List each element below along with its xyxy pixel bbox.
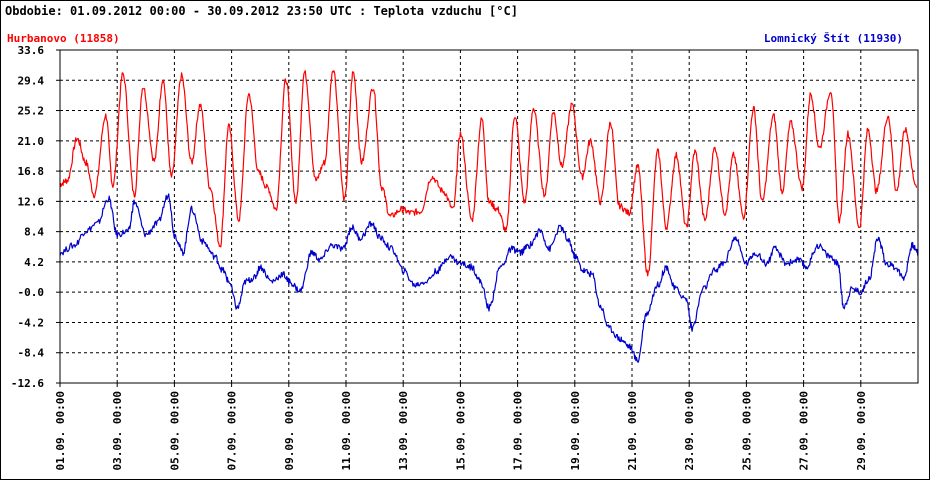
x-tick-label: 03.09. 00:00	[111, 391, 124, 470]
y-axis-labels: 33.6 29.4 25.2 21.0 16.8 12.6 8.4 4.2 -0.0 -4.2 -8…	[11, 44, 44, 390]
plot-area	[60, 50, 918, 383]
x-tick-label: 21.09. 00:00	[626, 391, 639, 470]
y-tick-label: 8.4	[24, 226, 44, 239]
y-tick-label: -12.6	[11, 377, 44, 390]
x-tick-label: 15.09. 00:00	[454, 391, 467, 470]
x-tick-label: 07.09. 00:00	[226, 391, 239, 470]
legend-hurbanovo: Hurbanovo (11858)	[7, 32, 120, 45]
x-tick-label: 11.09. 00:00	[340, 391, 353, 470]
chart-title: Obdobie: 01.09.2012 00:00 - 30.09.2012 2…	[5, 4, 518, 18]
series-layer	[59, 70, 919, 363]
x-tick-label: 13.09. 00:00	[397, 391, 410, 470]
plot-frame	[59, 49, 919, 384]
y-tick-label: 29.4	[18, 74, 45, 87]
y-tick-label: -0.0	[18, 286, 45, 299]
x-tick-label: 09.09. 00:00	[283, 391, 296, 470]
grid-lines	[56, 49, 918, 387]
x-tick-label: 29.09. 00:00	[855, 391, 868, 470]
y-tick-label: 25.2	[18, 105, 45, 118]
x-tick-label: 19.09. 00:00	[569, 391, 582, 470]
y-tick-label: 12.6	[18, 195, 45, 208]
x-tick-label: 01.09. 00:00	[54, 391, 67, 470]
y-tick-label: 33.6	[18, 44, 45, 57]
x-tick-label: 27.09. 00:00	[798, 391, 811, 470]
legend-lomnicky-stit: Lomnický Štít (11930)	[764, 32, 903, 45]
y-tick-label: 4.2	[24, 256, 44, 269]
x-tick-label: 23.09. 00:00	[683, 391, 696, 470]
y-tick-label: -8.4	[18, 347, 45, 360]
y-tick-label: -4.2	[18, 316, 45, 329]
series-line-hurbanovo	[59, 70, 918, 277]
y-tick-label: 16.8	[18, 165, 45, 178]
x-tick-label: 25.09. 00:00	[740, 391, 753, 470]
y-tick-label: 21.0	[18, 135, 45, 148]
series-line-lomnicky-stit	[59, 193, 919, 363]
x-axis-labels: 01.09. 00:00 03.09. 00:00 05.09. 00:00 07.0…	[54, 391, 868, 470]
x-tick-label: 17.09. 00:00	[512, 391, 525, 470]
x-tick-label: 05.09. 00:00	[168, 391, 181, 470]
